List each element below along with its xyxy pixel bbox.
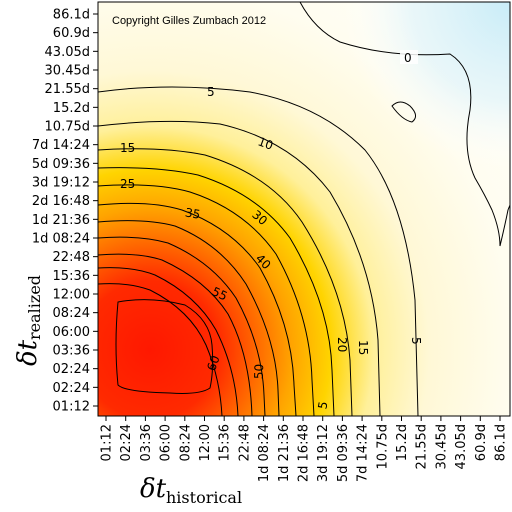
contour-line-25 (98, 184, 315, 416)
x-tick-label: 03:36 (139, 424, 154, 461)
contour-line-50 (98, 267, 239, 416)
x-tick-label: 12:00 (198, 424, 213, 461)
y-tick-label: 7d 14:24 (32, 138, 90, 153)
y-tick-label: 21.55d (45, 82, 90, 97)
copyright-annotation: Copyright Gilles Zumbach 2012 (112, 15, 266, 27)
y-axis-title-subscript: realized (25, 275, 44, 340)
contour-label: 15 (356, 340, 370, 355)
y-tick-label: 10.75d (45, 120, 90, 135)
x-tick-label: 30.45d (434, 424, 449, 469)
contour-line-35 (98, 220, 280, 416)
x-tick-label: 3d 19:12 (316, 424, 331, 482)
y-tick-label: 12:00 (53, 288, 90, 303)
y-tick-label: 08:24 (53, 306, 90, 321)
x-tick-label: 86.1d (494, 424, 509, 461)
x-tick-label: 02:24 (119, 424, 134, 461)
x-tick-label: 2d 16:48 (297, 424, 312, 482)
contour-lines (98, 2, 510, 416)
contour-label: 5 (315, 400, 330, 410)
x-tick-label: 7d 14:24 (356, 424, 371, 482)
contour-label: 5 (409, 337, 423, 345)
y-axis-ticks: 01:12 02:24 02:24 03:36 06:00 08:24 12:00 15:36… (32, 8, 98, 415)
y-tick-label: 22:48 (53, 250, 90, 265)
contour-line-5 (98, 86, 419, 416)
x-tick-label: 60.9d (474, 424, 489, 461)
x-axis-title-subscript: historical (166, 488, 242, 507)
negative-region-fill (98, 2, 510, 416)
y-tick-label: 03:36 (53, 344, 90, 359)
y-tick-label: 1d 21:36 (32, 213, 90, 228)
contour-line-0-island (391, 101, 416, 123)
contour-line-0 (299, 2, 510, 247)
x-tick-label: 43.05d (454, 424, 469, 469)
x-axis-title: δt historical (140, 474, 242, 507)
x-tick-label: 08:24 (178, 424, 193, 461)
y-tick-label: 86.1d (53, 8, 90, 23)
y-tick-label: 15:36 (53, 269, 90, 284)
contour-label: 60 (204, 354, 222, 373)
contour-label: 5 (207, 85, 215, 99)
contour-line-45 (98, 253, 253, 416)
y-axis-title-symbol: δt (13, 339, 43, 366)
x-tick-label: 22:48 (237, 424, 252, 461)
y-tick-label: 30.45d (45, 64, 90, 79)
y-axis-title: δt realized (13, 275, 44, 366)
y-tick-label: 15.2d (53, 101, 90, 116)
contour-label: 15 (120, 141, 135, 155)
contour-label: 20 (335, 337, 349, 352)
y-tick-label: 01:12 (53, 400, 90, 415)
x-tick-label: 15.2d (395, 424, 410, 461)
plot-frame (97, 1, 511, 417)
x-tick-label: 06:00 (159, 424, 174, 461)
x-tick-label: 01:12 (100, 424, 115, 461)
y-tick-label: 3d 19:12 (32, 176, 90, 191)
contour-label: 0 (404, 51, 412, 65)
contour-label: 55 (210, 284, 230, 303)
y-tick-label: 02:24 (53, 362, 90, 377)
contour-line-30 (98, 202, 297, 416)
contour-line-60 (115, 299, 214, 394)
y-tick-label: 1d 08:24 (32, 232, 90, 247)
y-tick-label: 02:24 (53, 381, 90, 396)
plot-area: 0 5 10 15 25 35 30 40 55 60 50 20 15 5 5… (98, 2, 510, 416)
x-tick-label: 5d 09:36 (336, 424, 351, 482)
x-axis-title-symbol: δt (140, 474, 167, 504)
y-tick-label: 43.05d (45, 45, 90, 60)
x-tick-label: 1d 08:24 (257, 424, 272, 482)
y-tick-label: 5d 09:36 (32, 157, 90, 172)
contour-label: 10 (256, 134, 275, 152)
y-tick-label: 2d 16:48 (32, 194, 90, 209)
contour-line-15 (98, 148, 353, 416)
x-tick-label: 1d 21:36 (277, 424, 292, 482)
contour-line-55 (98, 283, 223, 416)
contour-line-10 (98, 120, 381, 416)
x-tick-label: 10.75d (375, 424, 390, 469)
contour-label: 25 (120, 177, 135, 191)
y-tick-label: 60.9d (53, 26, 90, 41)
contour-label: 35 (184, 205, 201, 221)
contour-label: 50 (252, 364, 267, 380)
y-tick-label: 06:00 (53, 325, 90, 340)
contour-line-20 (98, 167, 335, 416)
x-tick-label: 21.55d (415, 424, 430, 469)
x-tick-label: 15:36 (218, 424, 233, 461)
x-axis-ticks: 01:12 02:24 03:36 06:00 08:24 12:00 15:36 22:48… (100, 416, 509, 482)
contour-line-40 (98, 236, 266, 416)
